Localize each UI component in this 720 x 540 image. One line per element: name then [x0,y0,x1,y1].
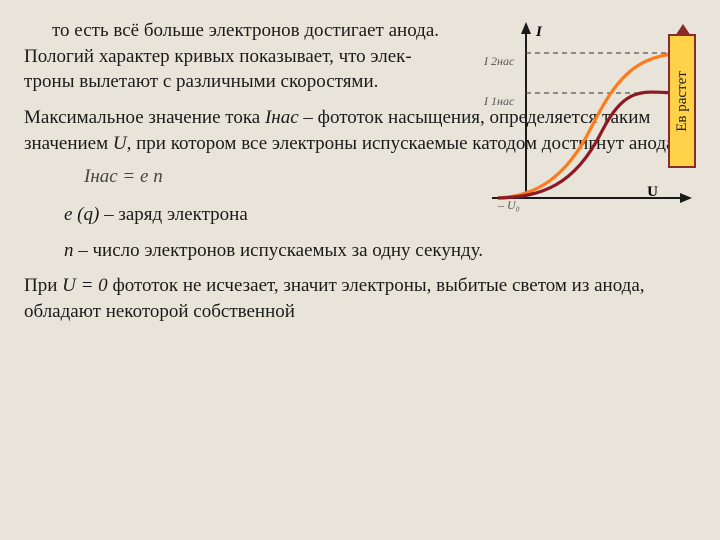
axis-label-u: U [647,184,658,201]
energy-caption-box: Eв растет [668,34,696,168]
axis-label-i: I [536,24,542,41]
symbol-e: e (q) [64,204,99,225]
y-arrow [521,22,531,34]
caption-arrow-icon [673,24,693,38]
symbol-inac: Iнас [265,107,299,128]
tick-i2nac: I 2нас [484,54,514,69]
slide: I U I 2нас I 1нас – U₀ Eв растет то есть… [0,0,720,540]
symbol-n: n [64,240,74,261]
tick-minus-u0: – U₀ [498,198,520,213]
def-charge-text: – заряд электрона [99,204,247,225]
p3-part-b: фототок не исчезает, значит электроны, в… [24,275,645,322]
def-count-text: – число электронов испускаемых за одну с… [74,240,484,261]
chart-svg [466,18,698,218]
symbol-u: U [113,133,127,154]
tick-i1nac: I 1нас [484,94,514,109]
iv-chart: I U I 2нас I 1нас – U₀ Eв растет [466,18,698,218]
x-arrow [680,193,692,203]
p2-part-a: Максимальное значение тока [24,107,265,128]
energy-caption: Eв растет [674,71,691,132]
def-count: n – число электронов испускаемых за одну… [64,238,696,264]
paragraph-1: то есть всё больше электронов достигает … [24,18,444,95]
symbol-u0: U = 0 [62,275,108,296]
paragraph-3: При U = 0 фототок не исчезает, значит эл… [24,273,694,324]
p3-part-a: При [24,275,62,296]
